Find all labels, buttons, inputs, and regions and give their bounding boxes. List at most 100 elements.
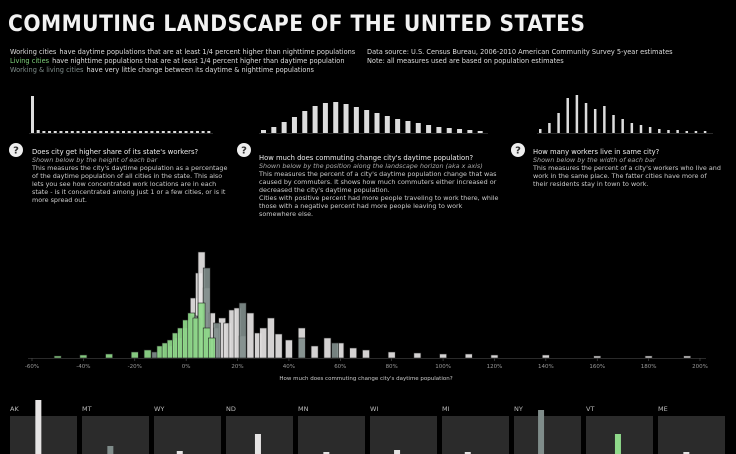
landscape-bar <box>105 353 113 359</box>
landscape-bar <box>349 347 357 359</box>
histogram-bar <box>302 111 308 133</box>
histogram-bar <box>82 131 86 133</box>
panel-description: Cities with positive percent had more pe… <box>259 194 499 218</box>
histogram-bar <box>312 106 318 133</box>
landscape-bar <box>259 327 268 359</box>
histogram-bar <box>694 131 698 133</box>
landscape-bar <box>413 352 422 359</box>
histogram-bar <box>658 129 661 133</box>
histogram-bar <box>36 130 40 133</box>
panel-description: This measures the city's daytime populat… <box>32 164 228 204</box>
histogram-bar <box>291 117 297 133</box>
panel-subtitle: Shown below by the width of each bar <box>533 156 656 164</box>
x-tick-label: 100% <box>435 364 451 370</box>
histogram-bar <box>648 127 652 133</box>
histogram-bar <box>261 130 266 133</box>
landscape-bar <box>644 355 653 359</box>
state-label: ND <box>226 405 236 413</box>
histogram-bar <box>139 131 143 133</box>
help-icon-text: ? <box>515 146 521 157</box>
landscape-bar <box>267 317 275 359</box>
histogram-bar <box>557 113 560 133</box>
state-bar <box>176 451 183 454</box>
landscape-bar <box>331 342 339 359</box>
histogram-bar <box>42 131 46 133</box>
legend-row: Living cities have nighttime populations … <box>10 57 355 66</box>
state-bar <box>683 452 690 454</box>
panel-question: Does city get higher share of its state'… <box>32 148 199 156</box>
histogram-bar <box>426 125 432 133</box>
histogram-bar <box>104 131 108 133</box>
state-label: MI <box>442 405 450 413</box>
histogram-bar <box>364 110 370 133</box>
histogram-bar <box>566 98 569 133</box>
landscape-bar <box>297 337 306 359</box>
landscape-bar <box>285 339 293 359</box>
histogram-bar <box>467 130 473 133</box>
histogram-bar <box>457 129 463 133</box>
histogram-bar <box>322 103 328 133</box>
legend-text: have very little change between its dayt… <box>86 66 314 74</box>
state-panel <box>514 416 581 454</box>
histogram-bar <box>584 103 588 133</box>
histogram-bar <box>116 131 120 133</box>
panel-text: How many workers live in same city? Shown… <box>533 148 723 188</box>
landscape-bar <box>130 351 139 359</box>
state-label: MN <box>298 405 309 413</box>
landscape-bar <box>439 353 447 359</box>
state-panel <box>82 416 149 454</box>
landscape-bar <box>362 349 370 359</box>
histogram-bar <box>374 113 380 133</box>
histogram-bar <box>384 116 390 133</box>
histogram-bar <box>144 131 148 133</box>
histogram-bar <box>685 131 689 133</box>
histogram-bar <box>156 131 160 133</box>
landscape-bar <box>246 312 255 359</box>
landscape-bar <box>323 337 332 359</box>
x-tick-label: 20% <box>231 364 243 370</box>
histogram-bar <box>333 102 339 133</box>
histogram-bar <box>575 95 579 133</box>
state-label: AK <box>10 405 19 413</box>
histogram-bar <box>76 131 80 133</box>
panel-description: This measures the percent of a city's wo… <box>533 164 721 188</box>
histogram-bar <box>150 131 154 133</box>
histogram-bar <box>405 121 411 133</box>
state-panel <box>442 416 509 454</box>
histogram-bar <box>70 131 74 133</box>
state-label: WI <box>370 405 378 413</box>
histogram-bar <box>173 131 177 133</box>
state-label: MT <box>82 405 92 413</box>
legend-text: have nighttime populations that are at l… <box>52 57 345 65</box>
histogram-bar <box>271 127 277 133</box>
histogram-bar <box>667 130 670 133</box>
landscape-bar <box>53 355 62 359</box>
histogram-bar <box>190 131 194 133</box>
landscape-bar <box>310 345 319 359</box>
histogram-bar <box>477 131 483 133</box>
x-tick-label: 200% <box>692 364 708 370</box>
histogram-bar <box>446 128 452 133</box>
dashboard-title: COMMUTING LANDSCAPE OF THE UNITED STATES <box>8 12 586 37</box>
legend-key: Working & living cities <box>10 66 84 74</box>
state-label: NY <box>514 405 523 413</box>
landscape-bar <box>274 333 283 359</box>
x-tick-label: -20% <box>128 364 142 370</box>
panel-text: How much does commuting change city's da… <box>259 154 499 218</box>
landscape-bar <box>464 353 473 359</box>
landscape-bar <box>387 351 396 359</box>
legend: Working cities have daytime populations t… <box>10 48 355 75</box>
x-tick-label: 0% <box>182 364 191 370</box>
landscape-bar <box>79 354 88 359</box>
help-icon-text: ? <box>13 146 19 157</box>
legend-row: Working & living cities have very little … <box>10 66 355 75</box>
histogram-bar <box>343 104 349 133</box>
histogram-bar <box>201 131 205 133</box>
help-icon <box>237 143 251 157</box>
histogram-bar <box>127 131 131 133</box>
landscape-bar <box>542 354 550 359</box>
landscape-bar <box>143 349 152 359</box>
x-axis-label: How much does commuting change city's da… <box>279 376 452 382</box>
x-tick-label: -40% <box>76 364 90 370</box>
